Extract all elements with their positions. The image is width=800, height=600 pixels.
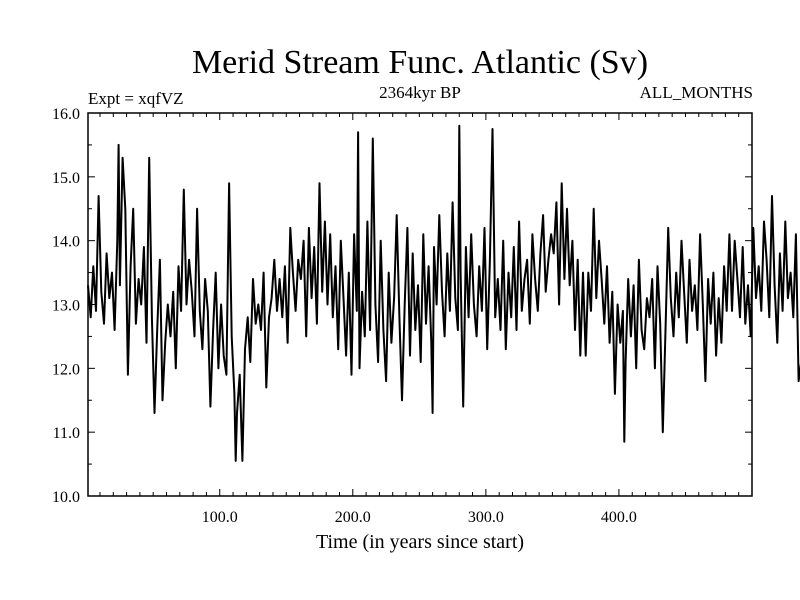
x-tick-label: 200.0: [335, 509, 371, 526]
y-tick-label: 11.0: [53, 425, 80, 442]
x-tick-label: 400.0: [601, 509, 637, 526]
experiment-label: Expt = xqfVZ: [88, 89, 184, 108]
y-tick-label: 14.0: [52, 234, 80, 251]
y-tick-label: 10.0: [52, 489, 80, 506]
series-line: [87, 124, 800, 462]
chart-title: Merid Stream Func. Atlantic (Sv): [192, 44, 648, 81]
months-label: ALL_MONTHS: [640, 83, 753, 102]
x-tick-label: 100.0: [202, 509, 238, 526]
x-axis: 100.0 200.0 300.0 400.0: [99, 113, 740, 526]
period-label: 2364kyr BP: [379, 83, 461, 102]
y-tick-label: 13.0: [52, 298, 80, 315]
y-tick-label: 12.0: [52, 361, 80, 378]
y-tick-label: 16.0: [52, 106, 80, 123]
x-tick-label: 300.0: [468, 509, 504, 526]
y-tick-label: 15.0: [52, 170, 80, 187]
x-axis-label: Time (in years since start): [316, 531, 524, 553]
plot-frame: [87, 112, 753, 497]
